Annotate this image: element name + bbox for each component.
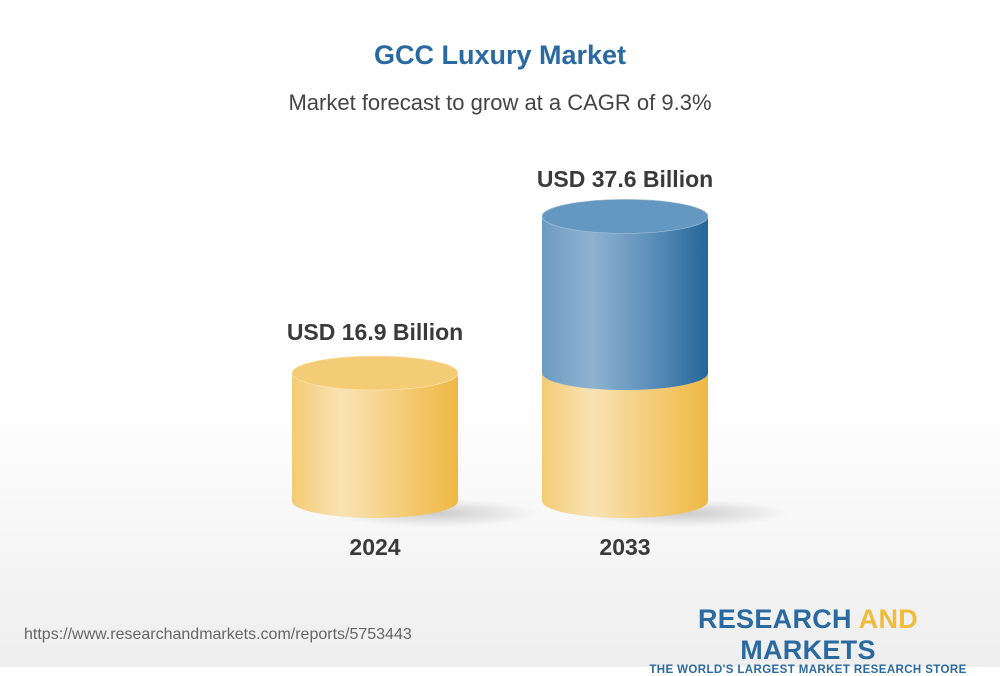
bar-2024-base: [292, 373, 458, 518]
x-tick-2024: 2024: [349, 534, 400, 560]
bar-2024-top: [291, 355, 459, 391]
logo-text-and: AND: [858, 604, 919, 634]
research-and-markets-logo: RESEARCH AND MARKETS THE WORLD'S LARGEST…: [640, 604, 976, 676]
logo-text: MARKETS: [740, 635, 876, 665]
report-url[interactable]: https://www.researchandmarkets.com/repor…: [24, 626, 412, 643]
logo-text: RESEARCH: [697, 604, 859, 634]
bar-2033-growth: [542, 216, 708, 391]
bar-2033-top: [541, 199, 709, 234]
logo-tagline: THE WORLD'S LARGEST MARKET RESEARCH STOR…: [649, 664, 967, 676]
chart-subtitle: Market forecast to grow at a CAGR of 9.3…: [288, 90, 712, 115]
data-label-2024: USD 16.9 Billion: [287, 319, 463, 345]
data-label-2033: USD 37.6 Billion: [537, 166, 713, 192]
chart-title: GCC Luxury Market: [373, 40, 627, 70]
bar-2033-base: [542, 373, 708, 518]
x-tick-2033: 2033: [599, 534, 650, 560]
